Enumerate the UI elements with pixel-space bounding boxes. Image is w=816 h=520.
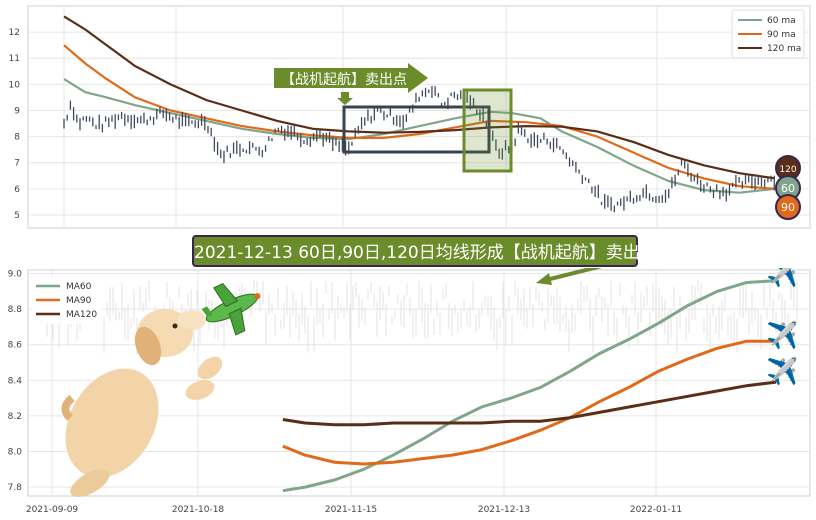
dog-eye (172, 323, 178, 329)
bottom-chart: 7.8 8.0 8.2 8.4 8.6 8.8 9.0 2021-09-09 2021-10-… (8, 268, 811, 515)
series-120-ma (63, 15, 776, 180)
dog-leg (70, 469, 110, 497)
dog-ear (134, 326, 162, 366)
top-y-tick-label: 8 (14, 133, 20, 143)
top-y-tick-label: 6 (14, 185, 20, 195)
bottom-y-tick-label: 8.0 (8, 448, 23, 458)
top-y-tick-label: 12 (9, 28, 20, 38)
top-legend: 60 ma 90 ma 120 ma (731, 9, 805, 59)
plane-icon-ma90: ✈️ (766, 319, 798, 351)
top-chart: 5 6 7 8 9 10 11 12 【战机起航】卖出点 60 ma 90 ma 120 ma… (9, 5, 811, 229)
plane-icon-ma120: ✈️ (766, 355, 798, 387)
dog-tail (61, 394, 75, 421)
badge-120: 120 (779, 165, 796, 175)
badge-90-circle (775, 194, 801, 220)
dog-illustration (61, 309, 223, 497)
plane-icon-ma60: ✈️ (766, 268, 798, 289)
top-y-tick-label: 10 (9, 80, 21, 90)
bottom-y-tick-label: 8.4 (8, 376, 23, 386)
sell-zone-box (462, 88, 513, 173)
sell-point-arrow-label: 【战机起航】卖出点 (274, 63, 428, 105)
top-y-tick-label: 5 (14, 211, 20, 221)
dog-paw-right (197, 356, 223, 380)
toy-plane-icon (201, 282, 261, 336)
down-arrow-icon (337, 92, 353, 105)
top-y-tick-label: 9 (14, 106, 20, 116)
bottom-y-tick-label: 8.8 (8, 305, 23, 315)
bottom-series (282, 279, 777, 493)
banner-pointer-arrow (536, 268, 603, 285)
series-90-ma (63, 44, 776, 190)
bottom-x-tick-label: 2021-09-09 (26, 505, 79, 515)
arrow-label-text: 【战机起航】卖出点 (281, 72, 407, 88)
bottom-y-tick-label: 8.2 (8, 412, 22, 422)
bottom-y-tick-label: 7.8 (8, 483, 23, 493)
top-series (63, 15, 776, 213)
arrow-shape (274, 63, 428, 93)
series-MA120 (282, 380, 777, 427)
bottom-legend: MA60 MA90 MA120 (32, 276, 102, 324)
legend-ma90: MA90 (66, 296, 92, 306)
bottom-x-tick-label: 2021-11-15 (325, 505, 377, 515)
bottom-x-tick-label: 2021-12-13 (478, 505, 530, 515)
top-plot-area (27, 5, 811, 229)
annotation-banner: 2021-12-13 60日,90日,120日均线形成【战机起航】卖出点 (192, 235, 657, 267)
bottom-x-tick-label: 2022-01-11 (630, 505, 682, 515)
series-MA60 (282, 279, 777, 493)
bottom-x-ticks: 2021-09-09 2021-10-18 2021-11-15 2021-12-13… (26, 505, 682, 515)
consolidation-box (342, 105, 491, 154)
top-y-ticks: 5 6 7 8 9 10 11 12 (9, 28, 21, 221)
bottom-y-tick-label: 9.0 (8, 270, 23, 280)
badge-90: 90 (781, 201, 795, 214)
badge-60: 60 (781, 182, 795, 195)
dog-body (65, 368, 159, 478)
dog-paw-left (185, 380, 215, 400)
legend-90ma: 90 ma (767, 30, 796, 40)
series-MA90 (282, 339, 776, 466)
top-y-tick-label: 11 (9, 54, 20, 64)
series-60-ma (63, 78, 776, 194)
legend-ma120: MA120 (66, 310, 97, 320)
legend-60ma: 60 ma (767, 16, 796, 26)
legend-ma60: MA60 (66, 282, 92, 292)
top-y-tick-label: 7 (14, 159, 20, 169)
price-candles (63, 86, 775, 213)
dog-snout (178, 310, 206, 330)
bottom-y-tick-label: 8.6 (8, 341, 23, 351)
bottom-y-ticks: 7.8 8.0 8.2 8.4 8.6 8.8 9.0 (8, 270, 23, 494)
ma-badges: 120 60 90 (775, 155, 801, 220)
legend-120ma: 120 ma (767, 44, 801, 54)
bottom-x-tick-label: 2021-10-18 (172, 505, 225, 515)
